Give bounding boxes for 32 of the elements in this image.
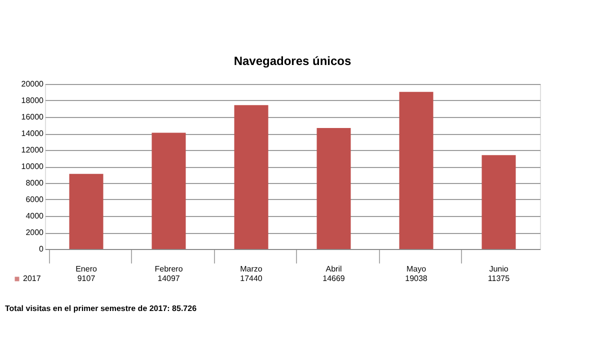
x-tick-label: Mayo (406, 264, 427, 274)
y-tick-label: 12000 (21, 146, 44, 154)
text: Total visitas en el primer semestre de 2017: 85.726 (5, 304, 198, 313)
bar (69, 174, 104, 249)
data-label: 17440 (240, 274, 263, 283)
x-tick-label: Abril (326, 264, 342, 274)
bar (234, 105, 268, 249)
y-tick-label: 16000 (21, 112, 44, 122)
y-tick-label: 20000 (21, 80, 44, 88)
bar (482, 155, 516, 249)
y-tick-label: 6000 (26, 195, 44, 204)
x-tick-label: Febrero (154, 264, 184, 274)
y-tick-label: 8000 (26, 178, 44, 188)
y-tick-label: 4000 (26, 212, 44, 220)
y-tick-label: 14000 (21, 129, 44, 138)
y-tick-label: 10000 (21, 162, 44, 171)
x-tick-label: Enero (76, 264, 98, 274)
y-tick-label: 2000 (26, 228, 44, 237)
bar (152, 132, 186, 249)
data-label: 19038 (405, 274, 428, 283)
y-tick-label: 18000 (21, 96, 44, 105)
x-tick-label: Marzo (240, 264, 263, 274)
x-tick-label: Junio (489, 264, 509, 274)
data-label: 14669 (322, 274, 346, 283)
chart-title: Navegadores únicos (234, 54, 352, 68)
data-label: 14097 (158, 274, 180, 283)
y-tick-label: 0 (39, 244, 44, 254)
bar (399, 92, 434, 249)
data-label: 9107 (77, 274, 96, 283)
data-label: 11375 (488, 274, 510, 283)
legend-label: 2017 (23, 274, 42, 283)
bar (316, 128, 351, 249)
